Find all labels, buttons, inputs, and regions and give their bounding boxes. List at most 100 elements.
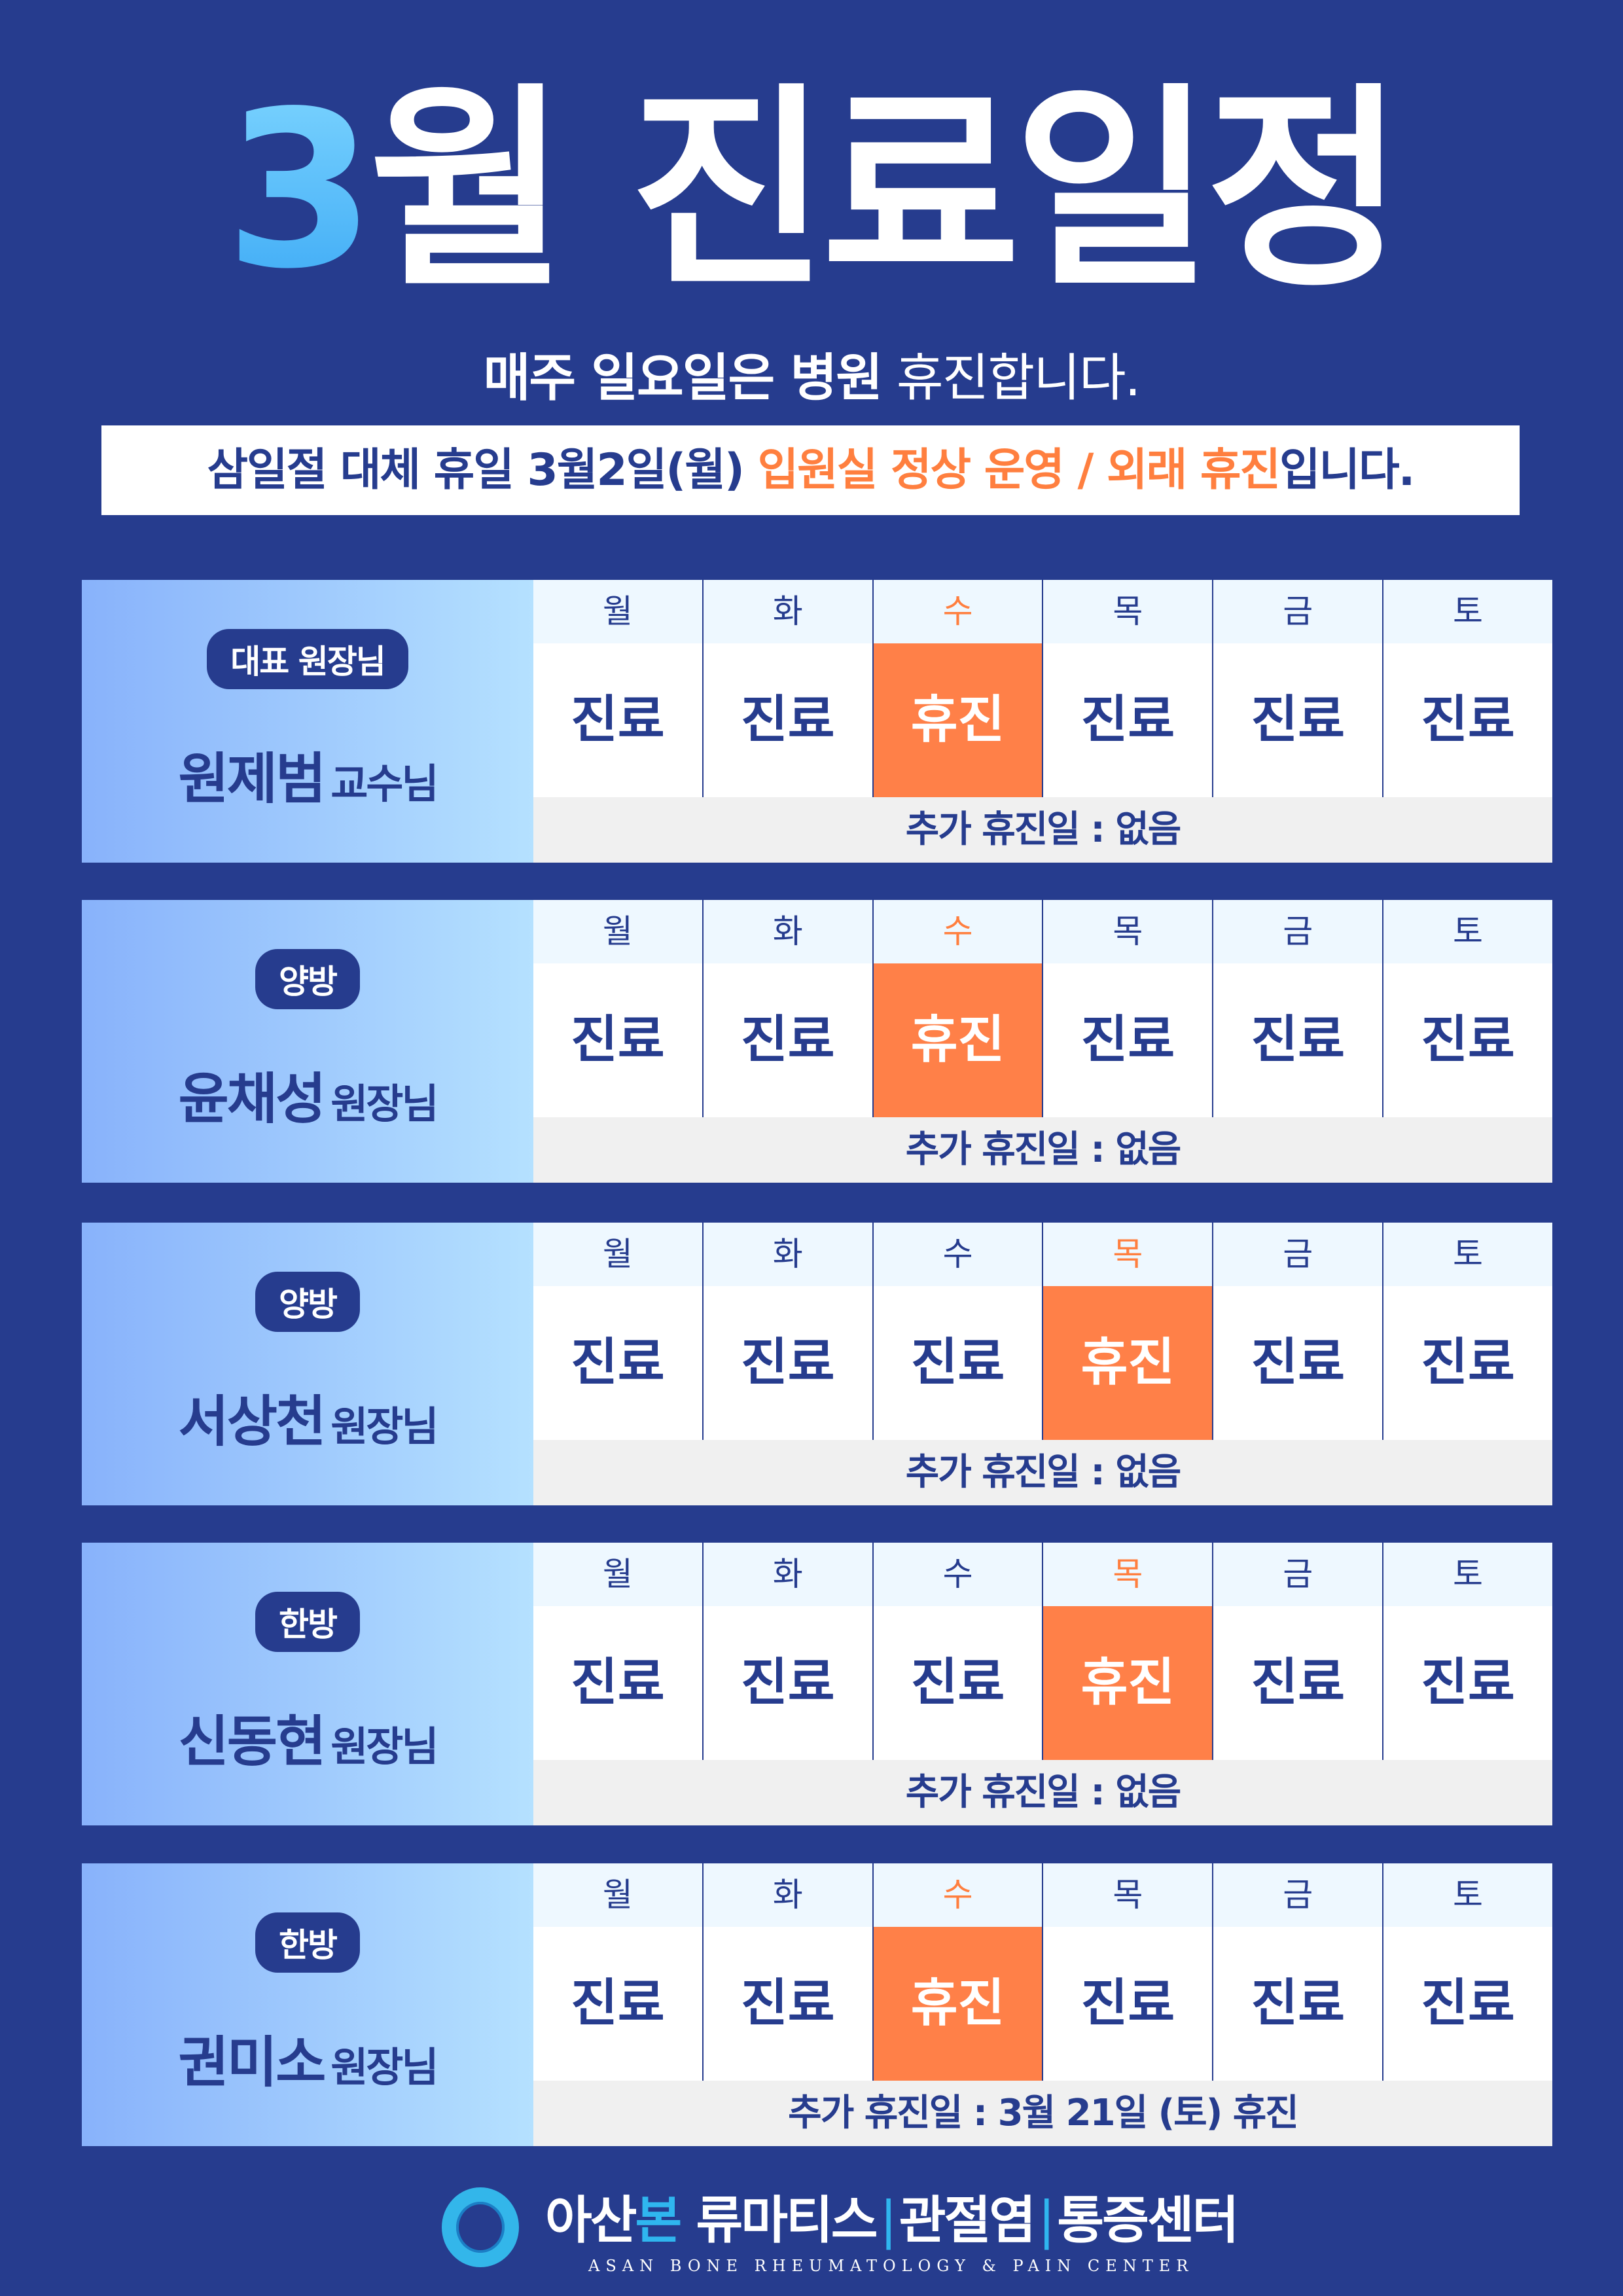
status-work: 진료	[1213, 1606, 1383, 1760]
schedule-column: 금 진료	[1212, 1863, 1383, 2081]
holiday-notice: 삼일절 대체 휴일 3월2일(월) 입원실 정상 운영 / 외래 휴진입니다.	[101, 425, 1520, 515]
schedule-column: 금 진료	[1212, 900, 1383, 1117]
schedule-column: 목 휴진	[1042, 1543, 1213, 1760]
day-header: 월	[533, 1863, 702, 1927]
logo-english: ASAN BONE RHEUMATOLOGY & PAIN CENTER	[588, 2257, 1194, 2275]
day-header: 토	[1383, 1863, 1552, 1927]
day-header: 금	[1213, 1223, 1383, 1286]
schedule-column: 토 진료	[1382, 1543, 1552, 1760]
schedule-column: 토 진료	[1382, 900, 1552, 1117]
doctor-name-line: 윤채성 원장님	[178, 1055, 439, 1134]
status-work: 진료	[1213, 1286, 1383, 1440]
doctor-name-line: 서상천 원장님	[178, 1378, 439, 1457]
status-off: 휴진	[1043, 1606, 1213, 1760]
doctor-info: 양방 윤채성 원장님	[82, 900, 533, 1183]
schedule-column: 토 진료	[1382, 1863, 1552, 2081]
notice-text-end: 입니다.	[1279, 444, 1416, 496]
logo-ring-icon	[442, 2187, 519, 2267]
day-header: 목	[1043, 1863, 1213, 1927]
day-header: 금	[1213, 1543, 1383, 1606]
status-work: 진료	[703, 1286, 872, 1440]
extra-closure: 추가 휴진일 : 없음	[533, 1117, 1552, 1183]
logo-part: 류마티스	[680, 2191, 878, 2250]
status-work: 진료	[703, 1606, 872, 1760]
day-header: 수	[873, 1223, 1043, 1286]
department-badge: 양방	[255, 948, 360, 1009]
day-header: 목	[1043, 900, 1213, 963]
status-work: 진료	[703, 643, 872, 797]
doctor-schedule-card: 양방 서상천 원장님 월 진료 화 진료 수 진료 목 휴진 금 진료 토 진료 …	[82, 1223, 1552, 1505]
schedule-column: 토 진료	[1382, 1223, 1552, 1440]
doctor-role: 원장님	[330, 2043, 438, 2091]
status-work: 진료	[1043, 1927, 1213, 2081]
status-work: 진료	[1383, 1606, 1552, 1760]
day-header: 월	[533, 1543, 702, 1606]
weekly-grid: 월 진료 화 진료 수 휴진 목 진료 금 진료 토 진료	[533, 1863, 1552, 2081]
doctor-name: 윤채성	[178, 1066, 327, 1131]
day-header: 화	[703, 900, 872, 963]
day-header: 토	[1383, 1543, 1552, 1606]
logo-part: 본	[635, 2191, 683, 2250]
extra-closure: 추가 휴진일 : 없음	[533, 797, 1552, 863]
doctor-info: 양방 서상천 원장님	[82, 1223, 533, 1505]
doctor-info: 대표 원장님 원제범 교수님	[82, 580, 533, 863]
department-badge: 양방	[255, 1271, 360, 1332]
day-header: 수	[873, 580, 1043, 643]
title-month-number: 3	[224, 65, 376, 316]
status-work: 진료	[703, 1927, 872, 2081]
logo-separator: |	[1038, 2191, 1055, 2250]
doctor-name: 원제범	[178, 746, 327, 811]
extra-closure: 추가 휴진일 : 없음	[533, 1760, 1552, 1825]
schedule-column: 화 진료	[702, 1863, 872, 2081]
schedule-column: 수 휴진	[872, 580, 1043, 797]
status-work: 진료	[533, 1927, 702, 2081]
schedule-column: 수 진료	[872, 1543, 1043, 1760]
doctor-role: 원장님	[330, 1079, 438, 1128]
schedule-column: 화 진료	[702, 1543, 872, 1760]
schedule-column: 수 휴진	[872, 900, 1043, 1117]
subtitle-bold: 매주 일요일은 병원	[483, 349, 883, 408]
schedule-column: 수 진료	[872, 1223, 1043, 1440]
status-work: 진료	[873, 1286, 1043, 1440]
status-work: 진료	[1213, 1927, 1383, 2081]
day-header: 화	[703, 1223, 872, 1286]
status-work: 진료	[1383, 1286, 1552, 1440]
department-badge: 대표 원장님	[207, 628, 408, 689]
weekly-grid: 월 진료 화 진료 수 진료 목 휴진 금 진료 토 진료	[533, 1543, 1552, 1760]
doctor-role: 원장님	[330, 1722, 438, 1770]
schedule-column: 목 휴진	[1042, 1223, 1213, 1440]
logo-part: 아산	[545, 2191, 637, 2250]
day-header: 목	[1043, 580, 1213, 643]
logo-part: 관절염	[899, 2191, 1036, 2250]
status-work: 진료	[533, 1606, 702, 1760]
clinic-logo: 아산본 류마티스|관절염|통증센터 ASAN BONE RHEUMATOLOGY…	[442, 2179, 1239, 2275]
logo-korean: 아산본 류마티스|관절염|통증센터	[545, 2179, 1239, 2253]
schedule-column: 목 진료	[1042, 580, 1213, 797]
day-header: 월	[533, 1223, 702, 1286]
day-header: 월	[533, 900, 702, 963]
day-header: 목	[1043, 1543, 1213, 1606]
schedule-column: 화 진료	[702, 1223, 872, 1440]
status-work: 진료	[1043, 643, 1213, 797]
status-off: 휴진	[873, 1927, 1043, 2081]
schedule-column: 화 진료	[702, 580, 872, 797]
subtitle: 매주 일요일은 병원 휴진합니다.	[0, 337, 1623, 410]
schedule-column: 금 진료	[1212, 1543, 1383, 1760]
doctor-name: 서상천	[178, 1389, 327, 1454]
status-work: 진료	[1043, 963, 1213, 1117]
weekly-grid: 월 진료 화 진료 수 진료 목 휴진 금 진료 토 진료	[533, 1223, 1552, 1440]
subtitle-regular: 휴진합니다.	[882, 349, 1141, 408]
notice-highlight: 입원실 정상 운영 / 외래 휴진	[757, 444, 1281, 496]
schedule-column: 화 진료	[702, 900, 872, 1117]
day-header: 수	[873, 1543, 1043, 1606]
doctor-name: 신동현	[178, 1709, 327, 1774]
logo-separator: |	[880, 2191, 897, 2250]
doctor-role: 교수님	[330, 759, 438, 808]
status-off: 휴진	[873, 963, 1043, 1117]
extra-closure: 추가 휴진일 : 3월 21일 (토) 휴진	[533, 2081, 1552, 2146]
doctor-name-line: 원제범 교수님	[178, 735, 439, 814]
schedule-column: 수 휴진	[872, 1863, 1043, 2081]
schedule-column: 월 진료	[533, 1223, 702, 1440]
schedule-column: 토 진료	[1382, 580, 1552, 797]
day-header: 수	[873, 1863, 1043, 1927]
